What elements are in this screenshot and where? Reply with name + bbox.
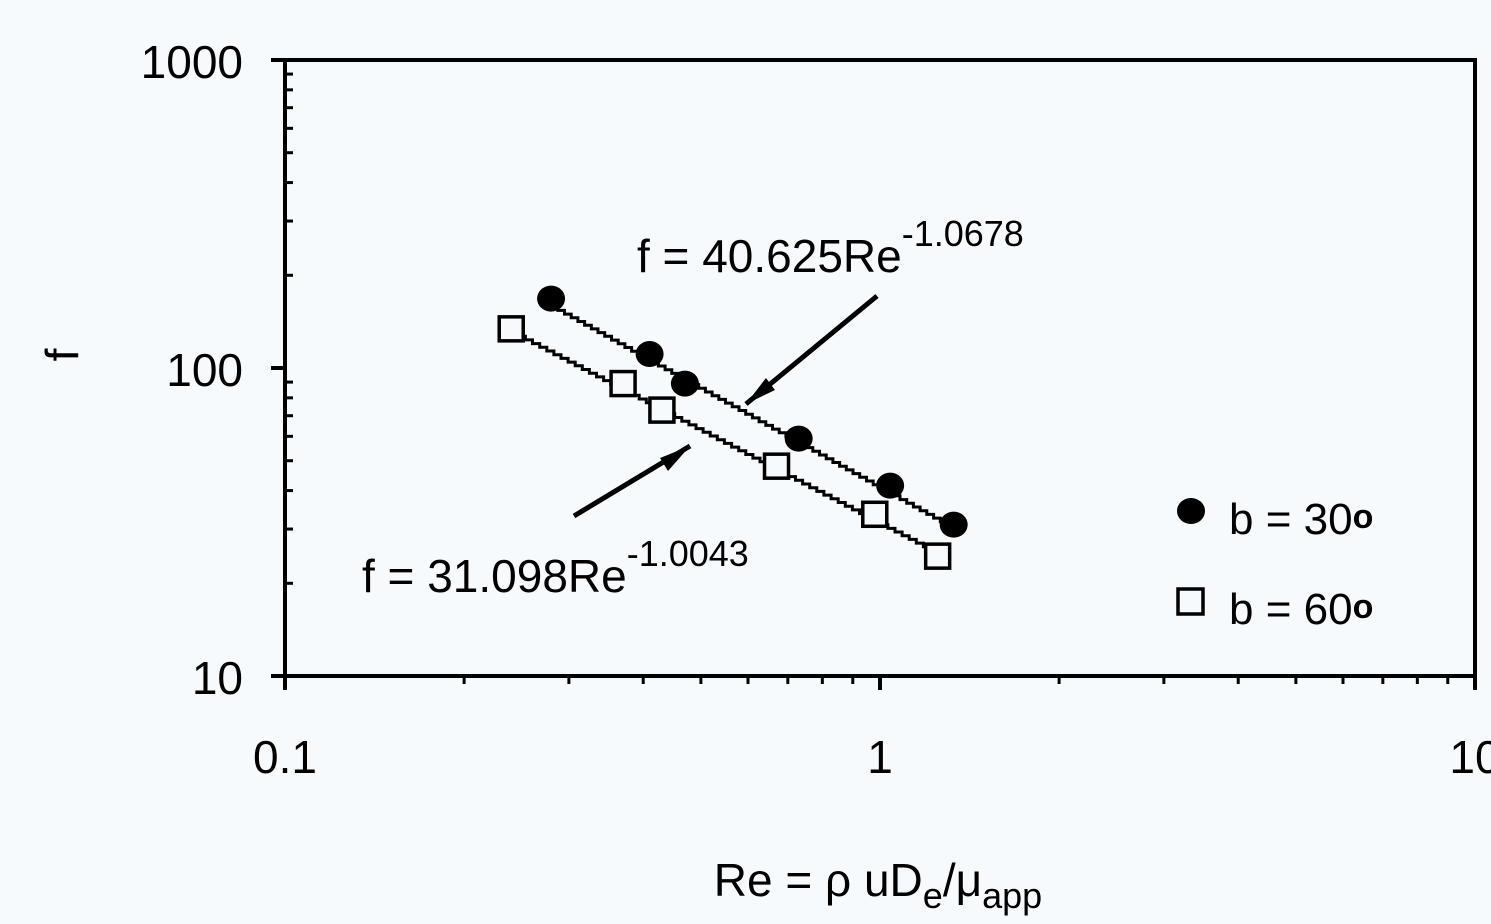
x-axis-label-sub1: e xyxy=(923,875,943,916)
fit-equation-60-main: f = 31.098Re xyxy=(362,550,627,602)
data-point-square xyxy=(762,452,791,480)
data-point-circle xyxy=(784,425,813,452)
legend-marker-filled-circle xyxy=(1177,498,1205,524)
data-markers xyxy=(497,285,968,570)
legend-label-30-sup: o xyxy=(1353,498,1374,536)
x-axis-label: Re = ρ uDe/μapp xyxy=(714,854,1042,916)
x-axis-label-mid: /μ xyxy=(943,854,982,906)
fit-equation-30: f = 40.625Re-1.0678 xyxy=(637,213,1024,282)
fit-equation-30-exponent: -1.0678 xyxy=(902,213,1024,254)
arrowhead-60 xyxy=(660,446,690,471)
y-tick-label-100: 100 xyxy=(166,344,243,396)
legend-label-30-main: b = 30 xyxy=(1229,495,1353,544)
fit-equation-60: f = 31.098Re-1.0043 xyxy=(362,533,749,602)
y-axis-label: f xyxy=(36,348,88,361)
data-point-square xyxy=(648,396,676,424)
data-point-circle xyxy=(670,370,699,397)
plot-frame xyxy=(283,58,1477,678)
fit-equation-30-main: f = 40.625Re xyxy=(637,230,902,282)
legend-label-60-sup: o xyxy=(1353,588,1374,626)
legend-label-30: b = 30o xyxy=(1229,495,1373,544)
data-point-circle xyxy=(635,341,664,368)
data-point-circle xyxy=(876,472,905,499)
legend-label-60-main: b = 60 xyxy=(1229,585,1353,634)
y-tick-label-10: 10 xyxy=(192,652,243,704)
x-tick-label-10: 10 xyxy=(1449,731,1491,783)
data-point-circle xyxy=(939,511,968,538)
data-point-square xyxy=(923,542,952,570)
y-tick-label-1000: 1000 xyxy=(141,36,243,88)
legend: b = 30o b = 60o xyxy=(1176,495,1373,634)
data-point-circle xyxy=(537,285,566,312)
data-point-square xyxy=(609,369,637,398)
x-axis-label-main: Re = ρ uD xyxy=(714,854,923,906)
legend-marker-open-square xyxy=(1176,587,1205,616)
data-point-square xyxy=(861,500,889,529)
x-tick-label-0.1: 0.1 xyxy=(253,731,317,783)
x-axis-label-sub2: app xyxy=(982,875,1042,916)
legend-label-60: b = 60o xyxy=(1229,585,1373,634)
data-point-square xyxy=(497,315,525,343)
fit-equation-60-exponent: -1.0043 xyxy=(627,533,749,574)
x-tick-label-1: 1 xyxy=(867,731,893,783)
arrowhead-30 xyxy=(746,378,775,404)
